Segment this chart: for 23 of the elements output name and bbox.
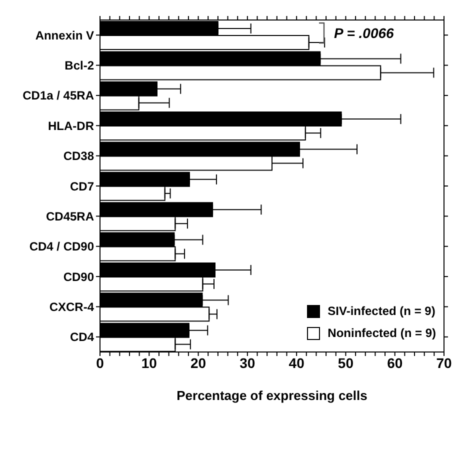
- x-tick-label: 40: [288, 354, 305, 371]
- y-tick-label: Annexin V: [35, 28, 94, 42]
- annotation: P = .0066: [334, 25, 394, 41]
- x-tick-label: 60: [387, 354, 403, 371]
- x-axis-title: Percentage of expressing cells: [176, 388, 368, 403]
- x-tick-label: 30: [240, 354, 256, 371]
- y-tick-label: Bcl-2: [64, 58, 94, 73]
- y-tick-label: CD7: [70, 179, 94, 194]
- x-tick-label: 10: [141, 354, 158, 371]
- x-tick-label: 20: [190, 354, 206, 371]
- x-tick-label: 70: [436, 354, 452, 371]
- x-tick-label: 50: [338, 354, 354, 371]
- legend-label: SIV-infected (n = 9): [328, 304, 436, 318]
- y-tick-label: CD45RA: [46, 209, 94, 224]
- x-tick-label: 0: [96, 354, 104, 371]
- legend-label: Noninfected (n = 9): [328, 326, 436, 340]
- y-tick-label: CD1a / 45RA: [22, 88, 94, 103]
- y-tick-label: CD38: [63, 149, 94, 164]
- y-tick-label: CXCR-4: [49, 300, 94, 314]
- y-tick-label: CD90: [63, 270, 94, 284]
- y-tick-label: CD4 / CD90: [29, 240, 94, 254]
- y-tick-label: CD4: [70, 330, 94, 344]
- y-tick-label: HLA-DR: [48, 118, 94, 133]
